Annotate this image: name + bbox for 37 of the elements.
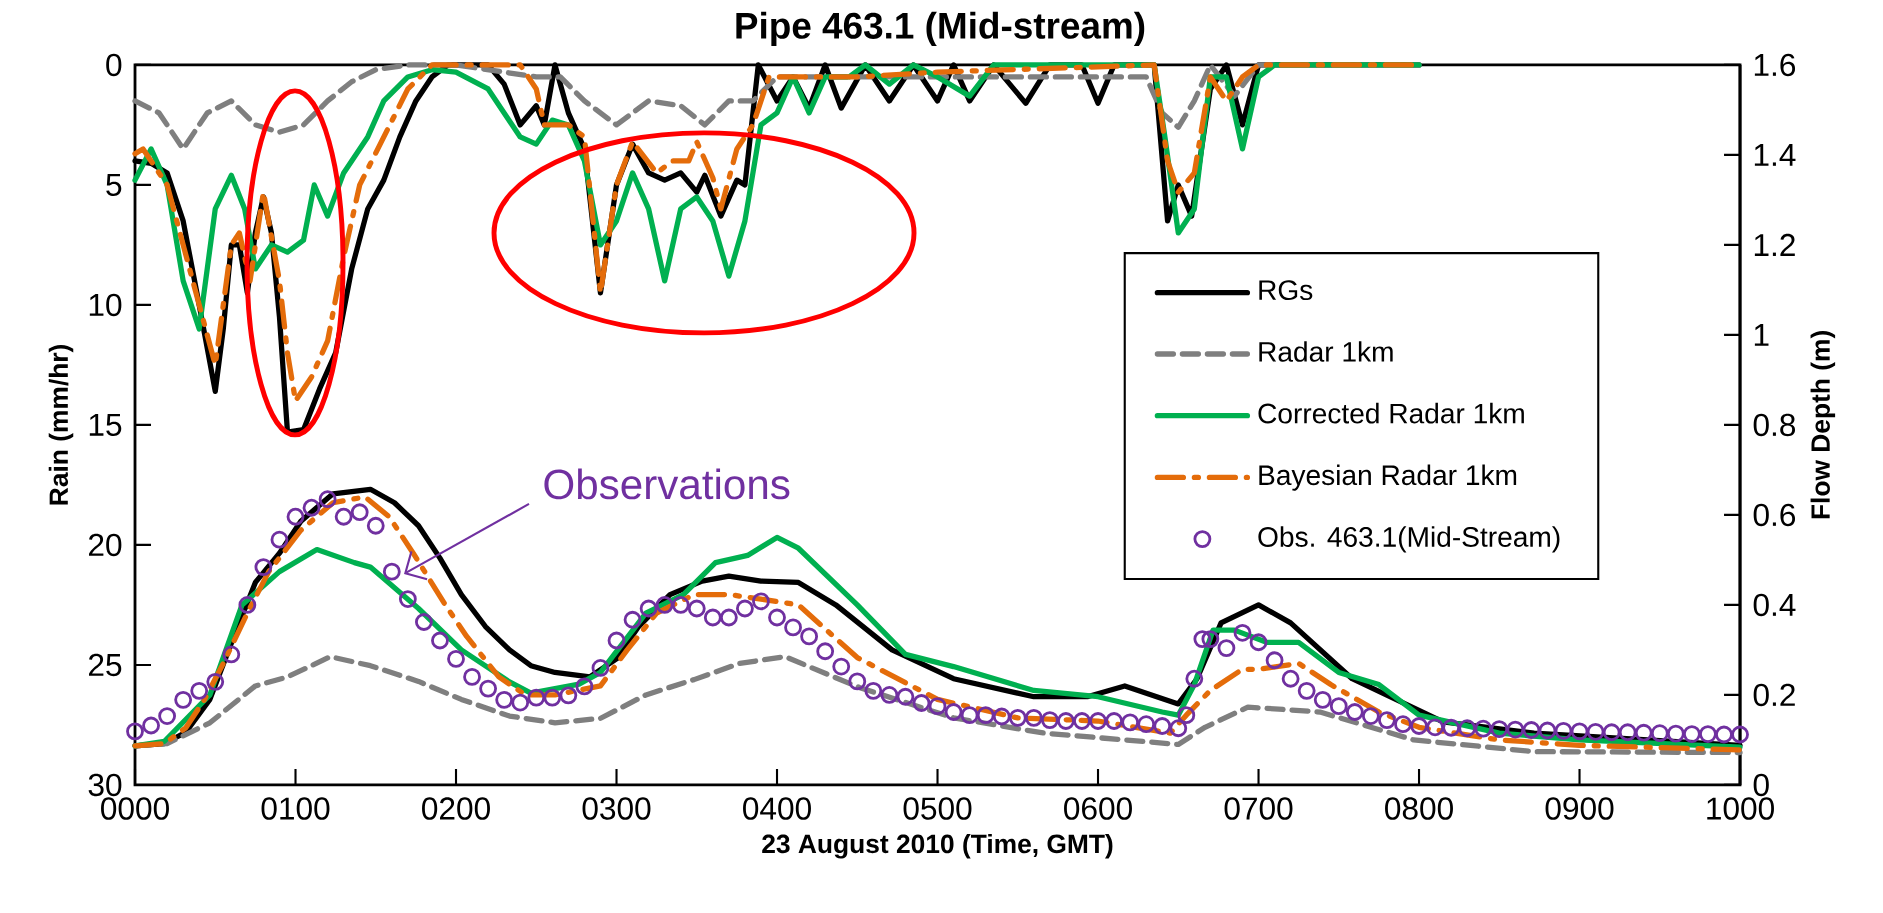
y2-tick-label: 0.6 — [1753, 503, 1796, 527]
legend-label: RGs — [1259, 280, 1313, 301]
y2-tick-label: 1.4 — [1754, 144, 1796, 166]
x-tick-label: 0900 — [1545, 797, 1614, 820]
chart-title: Pipe 463.1 (Mid-stream) — [736, 11, 1145, 47]
x-tick-label: 0200 — [422, 797, 490, 820]
y2-tick-label: 0.4 — [1753, 593, 1796, 617]
legend-label: Bayesian Radar 1km — [1259, 464, 1517, 491]
y2-tick-label: 1 — [1754, 324, 1769, 346]
legend-label: Obs. 463.1(Mid-Stream) — [1258, 526, 1560, 553]
y2-tick-label: 0.8 — [1753, 413, 1796, 437]
y2-tick-label: 0.2 — [1753, 683, 1795, 707]
x-tick-label: 0500 — [903, 797, 972, 820]
x-tick-label: 0700 — [1224, 797, 1293, 820]
y-tick-label: 10 — [89, 293, 122, 317]
y2-tick-label: 1.2 — [1754, 233, 1795, 256]
x-tick-label: 0400 — [743, 797, 811, 820]
y-tick-label: 0 — [106, 53, 122, 77]
y-tick-label: 25 — [89, 653, 122, 677]
x-tick-label: 0100 — [261, 797, 330, 820]
legend-label: Corrected Radar 1km — [1258, 402, 1524, 424]
y-tick-label: 30 — [88, 773, 122, 797]
x-tick-label: 0300 — [582, 797, 651, 820]
x-tick-label: 1000 — [1707, 797, 1774, 820]
x-tick-label: 0800 — [1385, 797, 1453, 820]
y2-axis-title: Flow Depth (m) — [1810, 331, 1836, 519]
annotation: Observations — [544, 468, 790, 500]
y-tick-label: 15 — [89, 413, 122, 437]
legend-label: Radar 1km — [1259, 341, 1393, 362]
y-tick-label: 20 — [89, 533, 122, 557]
y2-tick-label: 0 — [1753, 773, 1769, 797]
x-axis-title: 23 August 2010 (Time, GMT) — [762, 833, 1113, 859]
x-tick-label: 0600 — [1064, 797, 1132, 820]
y-tick-label: 5 — [106, 173, 122, 197]
x-tick-label: 0000 — [101, 797, 169, 820]
y2-tick-label: 1.6 — [1754, 53, 1796, 77]
y-axis-title: Rain (mm/hr) — [48, 345, 74, 505]
